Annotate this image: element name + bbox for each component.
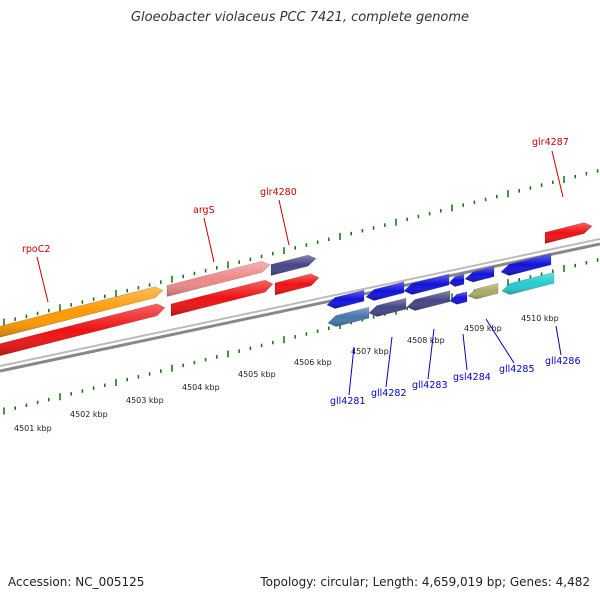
gene-gll4286-shading — [502, 272, 554, 295]
gene-reverse-upper-shading — [366, 281, 404, 301]
gene-label-leader — [203, 217, 215, 263]
kbp-tick-label: 4506 kbp — [294, 358, 332, 367]
gene-label-gll4283: gll4283 — [412, 380, 448, 391]
kbp-tick-label: 4509 kbp — [464, 324, 502, 333]
gene-label-glr4287: glr4287 — [532, 137, 569, 148]
gene-label-leader — [385, 336, 393, 388]
kbp-tick-label: 4503 kbp — [126, 396, 164, 405]
genome-backbone-highlight — [0, 238, 600, 367]
gene-label-gsl4284: gsl4284 — [453, 372, 491, 383]
gene-label-leader — [485, 318, 515, 364]
gene-label-argS: argS — [193, 205, 215, 216]
kbp-tick-label: 4505 kbp — [238, 370, 276, 379]
gene-label-leader — [555, 325, 562, 356]
gene-forward-lower-shading — [0, 303, 165, 356]
gene-gll4283-shading — [407, 290, 450, 311]
kbp-tick-label: 4507 kbp — [351, 347, 389, 356]
gene-label-gll4286: gll4286 — [545, 356, 581, 367]
gene-glr4280-shading — [271, 255, 316, 276]
kbp-tick-label: 4501 kbp — [14, 424, 52, 433]
gene-reverse-lower-shading — [468, 283, 498, 299]
page-title: Gloeobacter violaceus PCC 7421, complete… — [130, 10, 470, 25]
gene-label-gll4285: gll4285 — [499, 364, 535, 375]
gene-argS-shading — [167, 261, 270, 297]
gene-glr4287-shading — [545, 222, 592, 244]
gene-label-leader — [427, 328, 435, 380]
accession-label: Accession: NC_005125 — [8, 575, 145, 589]
gene-label-leader — [551, 150, 564, 198]
gene-forward-lower-shading — [275, 273, 319, 295]
gene-gll4281-shading — [327, 290, 364, 309]
gene-label-rpoC2: rpoC2 — [22, 244, 50, 255]
gene-label-leader — [36, 256, 49, 303]
gene-label-gll4282: gll4282 — [371, 388, 407, 399]
gene-gll4285-shading — [465, 266, 494, 282]
gene-forward-lower-shading — [171, 280, 273, 316]
gene-label-glr4280: glr4280 — [260, 187, 297, 198]
gene-label-leader — [348, 346, 355, 396]
gene-label-gll4281: gll4281 — [330, 396, 366, 407]
kbp-tick-label: 4508 kbp — [407, 336, 445, 345]
gene-label-leader — [278, 199, 290, 246]
gene-gsl4284-shading — [450, 291, 467, 305]
genome-stats: Topology: circular; Length: 4,659,019 bp… — [260, 575, 590, 589]
kbp-tick-label: 4504 kbp — [182, 383, 220, 392]
genome-backbone — [0, 242, 600, 373]
gene-reverse-lower-shading — [328, 307, 369, 327]
gene-gll4282-shading — [369, 298, 406, 317]
gene-label-leader — [462, 333, 468, 371]
gene-reverse-upper-shading — [501, 253, 551, 276]
kbp-tick-label: 4502 kbp — [70, 410, 108, 419]
kbp-tick-label: 4510 kbp — [521, 314, 559, 323]
gene-reverse-upper-shading — [449, 274, 464, 287]
gene-reverse-upper-shading — [404, 274, 449, 295]
gene-rpoC2-shading — [0, 286, 163, 338]
